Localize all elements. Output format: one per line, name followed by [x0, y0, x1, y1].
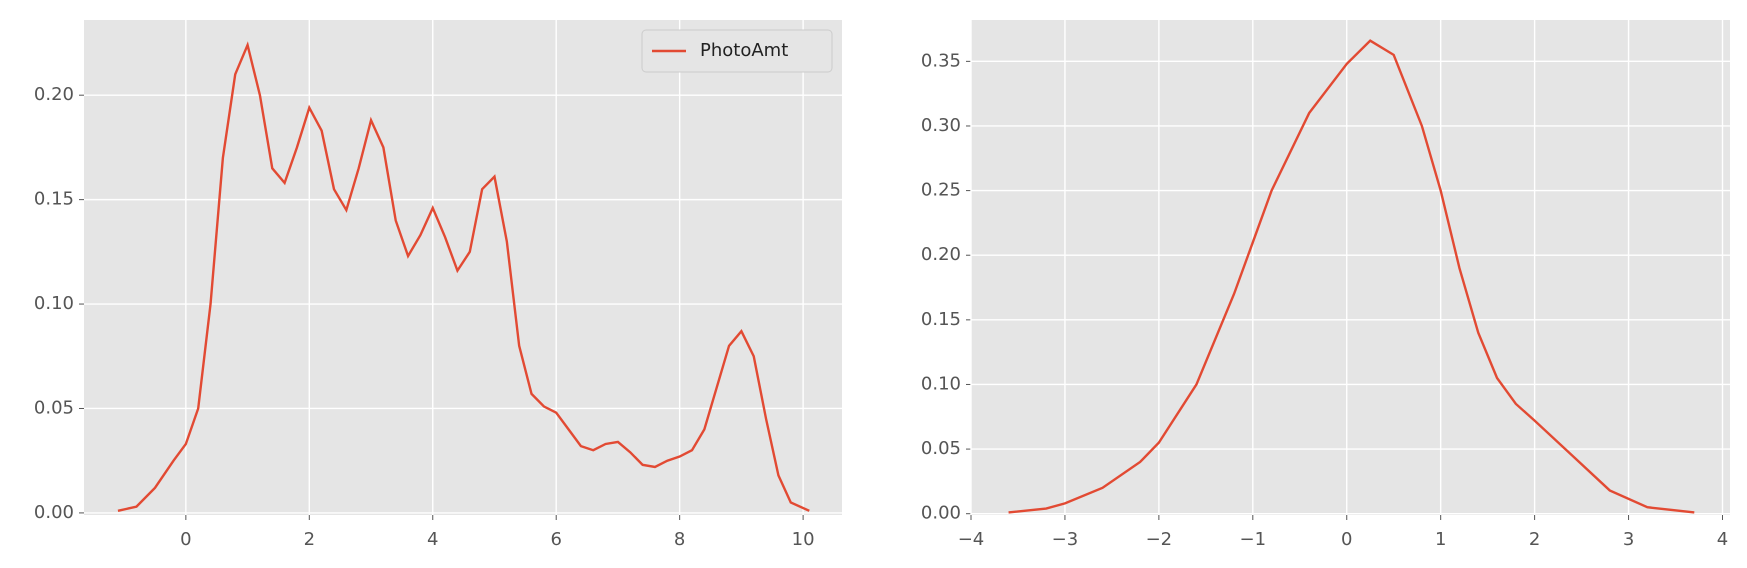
x-tick-label: 4	[427, 529, 438, 550]
x-tick-label: 0	[180, 529, 191, 550]
x-tick-label: 6	[550, 529, 561, 550]
x-tick-label: 4	[1717, 529, 1728, 550]
y-tick-label: 0.10	[921, 373, 961, 394]
y-tick-label: 0.20	[34, 84, 74, 105]
y-tick-label: 0.20	[921, 244, 961, 265]
line	[1008, 39, 1695, 514]
y-tick-label: 0.25	[921, 180, 961, 201]
x-tick-label: 1	[1435, 529, 1446, 550]
legend-label: PhotoAmt	[700, 40, 788, 61]
x-tick-label: −3	[1052, 529, 1079, 550]
x-tick-label: 10	[792, 529, 815, 550]
x-tick-label: 3	[1623, 529, 1634, 550]
x-tick-label: 2	[1529, 529, 1540, 550]
y-tick-label: 0.35	[921, 50, 961, 71]
line	[117, 41, 810, 512]
plot-area	[971, 20, 1730, 515]
plot-area	[84, 20, 842, 515]
x-tick-label: 0	[1341, 529, 1352, 550]
y-tick-label: 0.30	[921, 115, 961, 136]
x-tick-label: −4	[958, 529, 985, 550]
y-tick-label: 0.05	[34, 397, 74, 418]
y-tick-label: 0.15	[34, 189, 74, 210]
x-tick-label: 2	[304, 529, 315, 550]
y-tick-label: 0.00	[34, 502, 74, 523]
x-tick-label: 8	[674, 529, 685, 550]
y-tick-label: 0.10	[34, 293, 74, 314]
legend-box	[641, 29, 833, 73]
y-tick-label: 0.15	[921, 309, 961, 330]
x-tick-label: −2	[1146, 529, 1173, 550]
y-tick-label: 0.00	[921, 503, 961, 524]
y-tick-label: 0.05	[921, 438, 961, 459]
x-tick-label: −1	[1240, 529, 1267, 550]
